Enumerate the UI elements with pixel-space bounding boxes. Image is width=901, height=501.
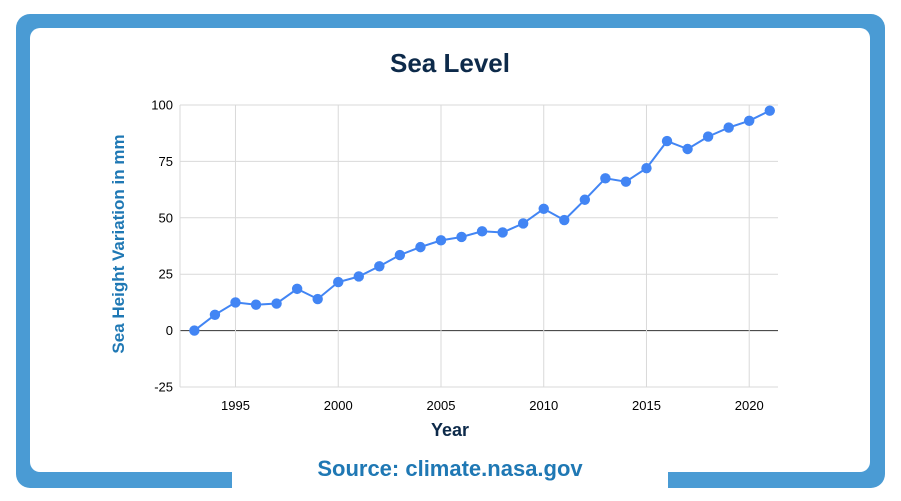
- data-point: [661, 135, 673, 147]
- y-tick-label: 100: [151, 98, 173, 113]
- data-point: [415, 241, 426, 253]
- source-gap: [232, 470, 668, 501]
- data-point: [497, 227, 508, 238]
- data-point: [476, 226, 488, 237]
- data-point: [744, 115, 755, 126]
- data-point: [764, 105, 775, 116]
- x-tick-label: 1995: [221, 398, 250, 413]
- y-axis-label: Sea Height Variation in mm: [109, 134, 128, 353]
- data-point: [230, 297, 241, 308]
- x-tick-label: 2000: [324, 398, 353, 413]
- data-point: [456, 231, 467, 243]
- data-point: [682, 143, 693, 155]
- y-tick-label: 25: [159, 267, 173, 282]
- series-line: [193, 109, 771, 332]
- data-point: [620, 176, 632, 187]
- source-text: Source: climate.nasa.gov: [317, 456, 583, 481]
- x-tick-label: 2010: [529, 398, 558, 413]
- data-point: [209, 309, 221, 321]
- series-layer: [189, 105, 775, 336]
- y-tick-label: 75: [159, 154, 173, 169]
- data-point: [189, 325, 200, 336]
- data-point: [353, 271, 364, 282]
- y-tick-label: -25: [154, 380, 173, 395]
- data-point: [374, 261, 385, 272]
- data-point: [579, 194, 591, 205]
- x-tick-label: 2020: [735, 398, 764, 413]
- y-tick-labels: 100 75 50 25 0 -25: [151, 98, 173, 395]
- data-point: [702, 131, 714, 142]
- data-point: [723, 122, 734, 133]
- x-axis-label: Year: [431, 420, 469, 440]
- data-point: [538, 203, 549, 214]
- chart-card: [30, 28, 870, 472]
- x-tick-labels: 1995 2000 2005 2010 2015 2020: [221, 398, 764, 413]
- data-point: [333, 276, 344, 288]
- chart-title: Sea Level: [390, 48, 510, 78]
- data-point: [559, 214, 570, 226]
- y-tick-label: 0: [166, 323, 173, 338]
- data-point: [312, 293, 323, 305]
- data-point: [250, 299, 262, 310]
- data-point: [641, 162, 652, 174]
- data-point: [435, 235, 447, 246]
- data-point: [600, 173, 611, 184]
- x-tick-label: 2005: [427, 398, 456, 413]
- y-tick-label: 50: [159, 210, 173, 225]
- data-point: [517, 218, 529, 229]
- grid-lines: [179, 104, 778, 388]
- data-point: [291, 283, 303, 295]
- data-point: [271, 298, 282, 309]
- x-tick-label: 2015: [632, 398, 661, 413]
- data-point: [394, 249, 406, 261]
